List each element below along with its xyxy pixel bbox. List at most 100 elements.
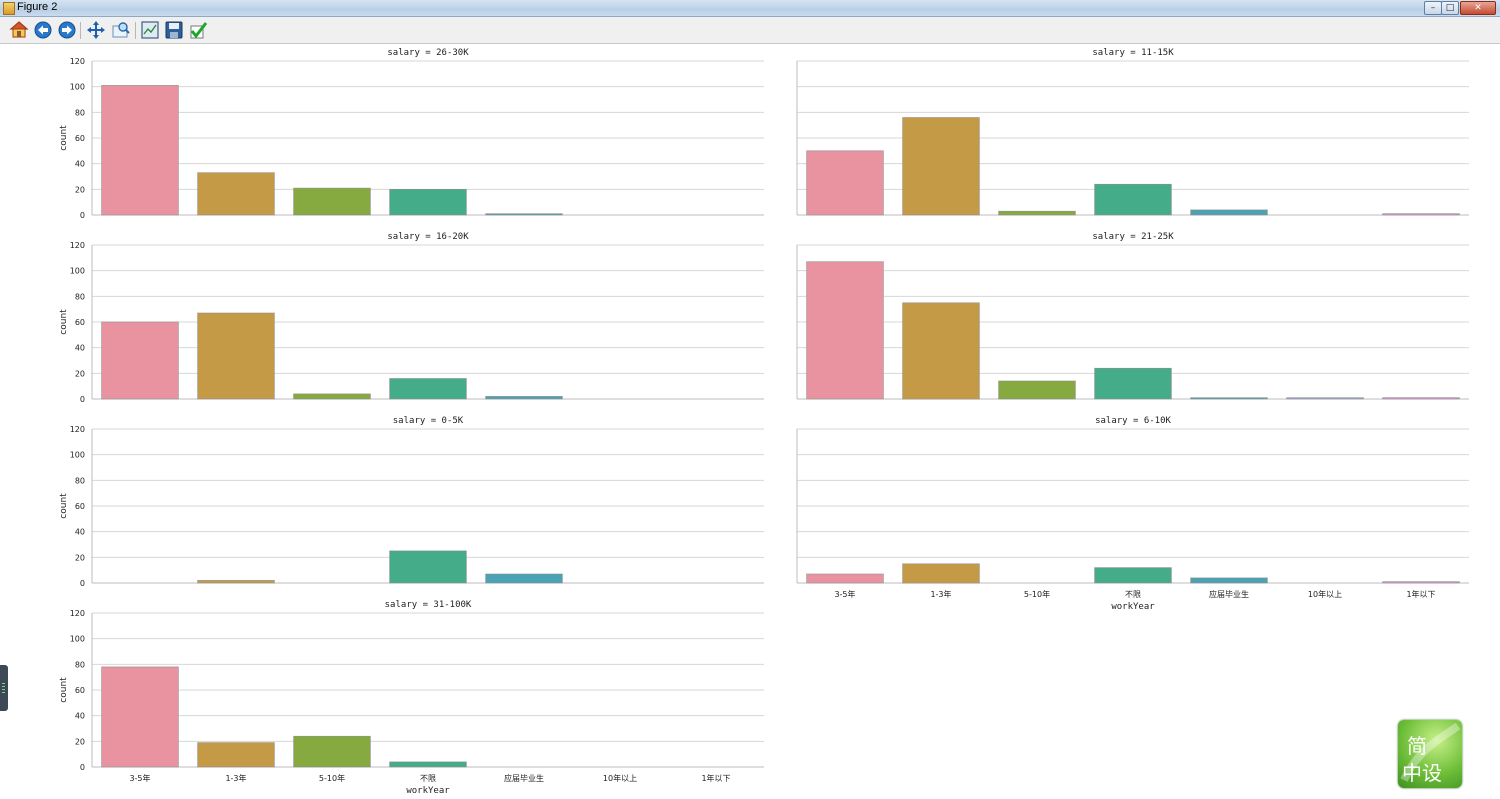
watermark-text-bottom: 中设 — [1402, 761, 1442, 785]
y-tick-label: 60 — [75, 686, 85, 695]
bar-4 — [1094, 183, 1172, 216]
y-tick-label: 80 — [75, 476, 85, 485]
y-tick-label: 120 — [70, 609, 85, 618]
back-button[interactable] — [33, 20, 53, 40]
toolbar-separator — [135, 22, 136, 39]
y-tick-label: 40 — [75, 712, 85, 721]
x-tick-label: 10年以上 — [1308, 589, 1342, 599]
home-button[interactable] — [9, 20, 29, 40]
side-panel-tab[interactable] — [0, 665, 8, 711]
edit-icon — [190, 22, 208, 39]
y-tick-label: 100 — [70, 83, 85, 92]
forward-button[interactable] — [57, 20, 77, 40]
pan-button[interactable] — [86, 20, 106, 40]
bar-3 — [998, 380, 1076, 400]
save-button[interactable] — [164, 20, 184, 40]
bar-2 — [197, 580, 275, 584]
facet-title: salary = 16-20K — [387, 232, 469, 242]
bar-2 — [902, 563, 980, 584]
y-tick-label: 0 — [80, 211, 85, 220]
y-tick-label: 100 — [70, 267, 85, 276]
bar-1 — [806, 573, 884, 584]
bar-2 — [902, 302, 980, 400]
y-tick-label: 20 — [75, 185, 85, 194]
y-tick-label: 0 — [80, 763, 85, 772]
y-tick-label: 20 — [75, 369, 85, 378]
y-axis-label: count — [59, 677, 69, 703]
toolbar-separator — [80, 22, 81, 39]
app-icon — [3, 2, 15, 15]
y-tick-label: 20 — [75, 553, 85, 562]
bar-5 — [1190, 209, 1268, 216]
y-tick-label: 60 — [75, 502, 85, 511]
y-tick-label: 40 — [75, 344, 85, 353]
bar-5 — [1190, 577, 1268, 584]
x-tick-label: 不限 — [420, 774, 436, 783]
watermark-logo: 简 中设 — [1398, 720, 1462, 788]
back-icon — [34, 21, 52, 39]
y-axis-label: count — [59, 125, 69, 151]
bar-5 — [485, 573, 563, 584]
y-tick-label: 0 — [80, 395, 85, 404]
y-tick-label: 120 — [70, 425, 85, 434]
bar-7 — [1382, 213, 1460, 216]
bar-4 — [389, 189, 467, 216]
title-bar: Figure 2 – □ ✕ — [0, 0, 1500, 17]
bar-4 — [389, 550, 467, 584]
watermark-text-top: 简 — [1407, 734, 1427, 758]
bar-5 — [485, 213, 563, 216]
maximize-button[interactable]: □ — [1441, 1, 1459, 15]
bar-1 — [101, 85, 179, 216]
bar-7 — [1382, 397, 1460, 400]
faceted-bar-chart: 0 20 40 60 80 100 120 salary = 26-30K count salar… — [59, 48, 1469, 796]
bar-6 — [1286, 397, 1364, 400]
y-tick-label: 120 — [70, 241, 85, 250]
x-tick-label: 5-10年 — [1024, 589, 1050, 599]
bar-7 — [1382, 581, 1460, 584]
x-tick-label: 1年以下 — [1406, 589, 1435, 599]
x-tick-label: 10年以上 — [603, 773, 637, 783]
x-tick-label: 5-10年 — [319, 773, 345, 783]
zoom-icon — [112, 22, 130, 38]
forward-icon — [58, 21, 76, 39]
y-tick-label: 60 — [75, 134, 85, 143]
y-tick-label: 40 — [75, 160, 85, 169]
toolbar — [0, 17, 1500, 44]
bar-2 — [902, 117, 980, 216]
y-tick-label: 80 — [75, 292, 85, 301]
y-tick-label: 80 — [75, 660, 85, 669]
bar-2 — [197, 312, 275, 400]
bar-3 — [998, 210, 1076, 216]
facet-title: salary = 31-100K — [385, 600, 472, 610]
x-axis-label: workYear — [1111, 602, 1155, 612]
pan-icon — [87, 21, 105, 39]
facet-title: salary = 21-25K — [1092, 232, 1174, 242]
edit-button[interactable] — [188, 20, 208, 40]
y-tick-label: 80 — [75, 108, 85, 117]
bar-3 — [293, 735, 371, 768]
x-tick-label: 3-5年 — [129, 773, 150, 783]
bar-4 — [1094, 367, 1172, 400]
bar-3 — [293, 187, 371, 216]
bar-2 — [197, 742, 275, 768]
subplots-button[interactable] — [140, 20, 160, 40]
y-tick-label: 40 — [75, 528, 85, 537]
x-axis-label: workYear — [406, 786, 450, 795]
x-tick-label: 1-3年 — [225, 773, 246, 783]
minimize-button[interactable]: – — [1424, 1, 1442, 15]
window-title: Figure 2 — [17, 1, 58, 13]
bar-4 — [389, 378, 467, 400]
y-tick-label: 100 — [70, 451, 85, 460]
close-button[interactable]: ✕ — [1460, 1, 1496, 15]
bar-5 — [1190, 397, 1268, 400]
facet-title: salary = 6-10K — [1095, 416, 1171, 426]
bar-4 — [1094, 567, 1172, 584]
x-tick-label: 3-5年 — [834, 589, 855, 599]
y-tick-label: 120 — [70, 57, 85, 66]
bar-4 — [389, 761, 467, 768]
bar-1 — [101, 666, 179, 768]
bar-1 — [806, 261, 884, 400]
home-icon — [9, 21, 29, 38]
zoom-button[interactable] — [111, 20, 131, 40]
y-tick-label: 0 — [80, 579, 85, 588]
